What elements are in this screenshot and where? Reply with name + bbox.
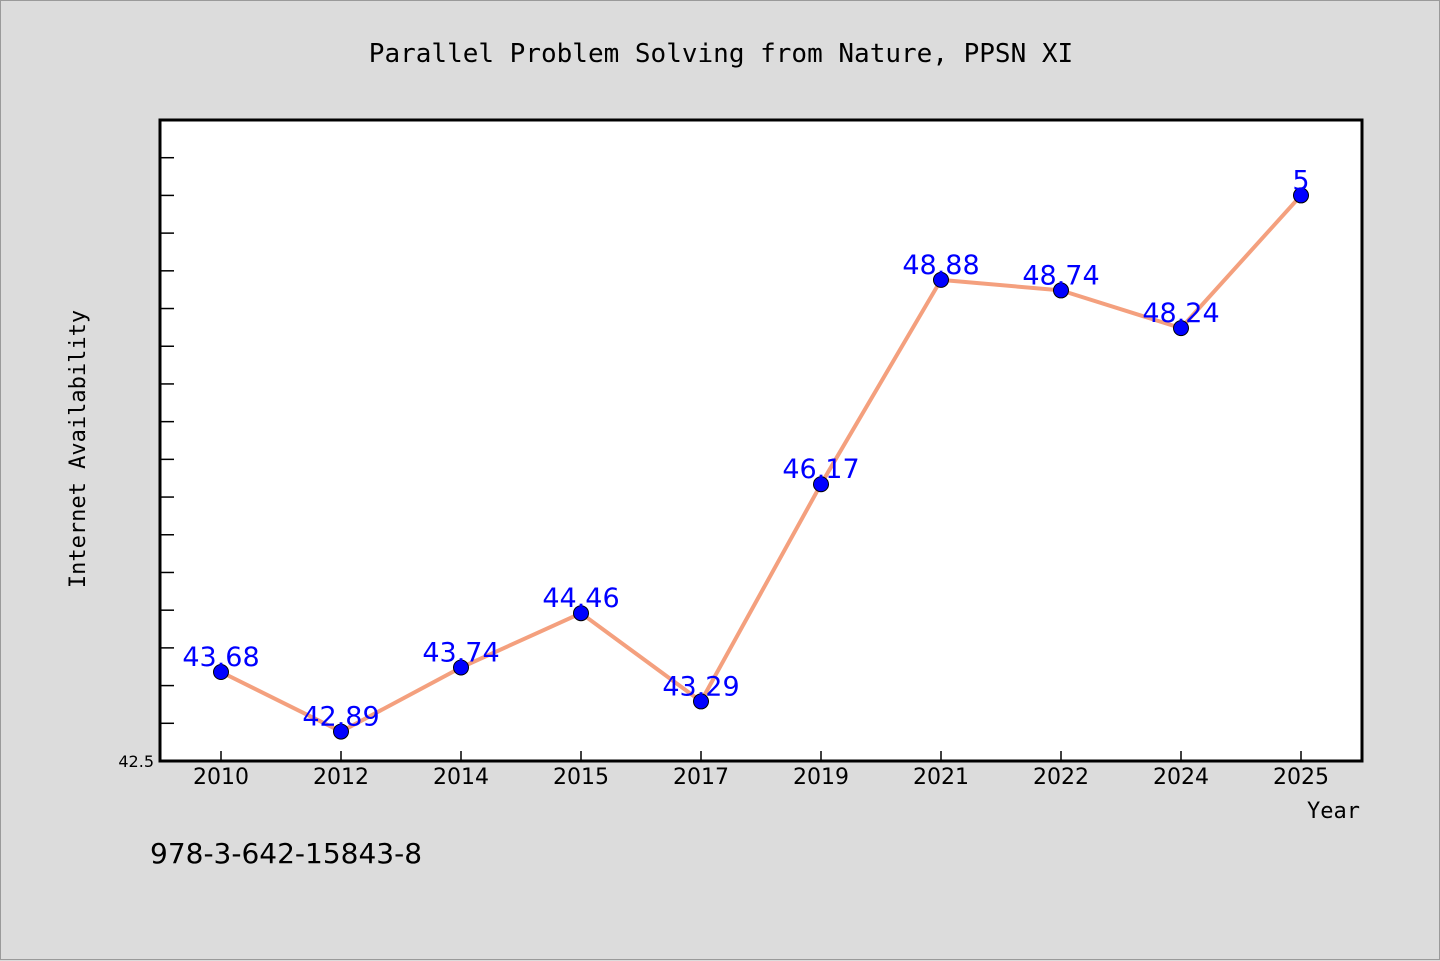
y-axis-title: Internet Availability xyxy=(66,310,91,588)
data-label-2021: 48.88 xyxy=(902,250,979,281)
x-axis-title: Year xyxy=(1307,799,1360,824)
data-point-2021 xyxy=(933,271,949,288)
data-point-2019 xyxy=(813,476,829,493)
series-line xyxy=(220,194,1303,734)
y-axis-ticks xyxy=(160,156,174,725)
data-label-2022: 48.74 xyxy=(1022,260,1099,291)
data-point-2012 xyxy=(333,723,349,740)
data-point-2024 xyxy=(1173,320,1189,337)
plot-area xyxy=(158,118,1364,763)
data-label-2014: 43.74 xyxy=(422,637,499,668)
x-tick-label-2021: 2021 xyxy=(913,765,969,790)
x-tick-label-2019: 2019 xyxy=(793,765,849,790)
isbn-footer: 978-3-642-15843-8 xyxy=(150,837,422,870)
y-axis-tick-labels: 42.5 xyxy=(118,752,154,771)
data-markers xyxy=(213,187,1309,740)
y-tick-label-0: 42.5 xyxy=(118,752,154,771)
data-point-2014 xyxy=(453,659,469,676)
data-label-2025: 5 xyxy=(1292,165,1309,196)
x-tick-label-2024: 2024 xyxy=(1153,765,1209,790)
data-point-2017 xyxy=(693,693,709,710)
x-tick-label-2012: 2012 xyxy=(313,765,369,790)
data-label-2024: 48.24 xyxy=(1142,298,1219,329)
data-label-2017: 43.29 xyxy=(662,671,739,702)
data-label-2012: 42.89 xyxy=(302,702,379,733)
data-label-2019: 46.17 xyxy=(782,454,859,485)
chart-title: Parallel Problem Solving from Nature, PP… xyxy=(369,39,1073,69)
x-axis-ticks xyxy=(220,751,1302,761)
data-labels: 43.68 42.89 43.74 44.46 43.29 46.17 48.88 48.74… xyxy=(182,165,1309,732)
x-tick-label-2015: 2015 xyxy=(553,765,609,790)
data-label-2015: 44.46 xyxy=(542,583,619,614)
data-point-2025 xyxy=(1293,187,1309,204)
data-label-2010: 43.68 xyxy=(182,642,259,673)
x-tick-label-2022: 2022 xyxy=(1033,765,1089,790)
data-point-2022 xyxy=(1053,282,1069,299)
x-axis-tick-labels: 2010 2012 2014 2015 2017 2019 2021 2022 2024 2025 xyxy=(193,765,1329,790)
x-tick-label-2010: 2010 xyxy=(193,765,249,790)
data-point-2010 xyxy=(213,664,229,681)
x-tick-label-2017: 2017 xyxy=(673,765,729,790)
x-tick-label-2025: 2025 xyxy=(1273,765,1329,790)
x-tick-label-2014: 2014 xyxy=(433,765,489,790)
data-point-2015 xyxy=(573,605,589,622)
